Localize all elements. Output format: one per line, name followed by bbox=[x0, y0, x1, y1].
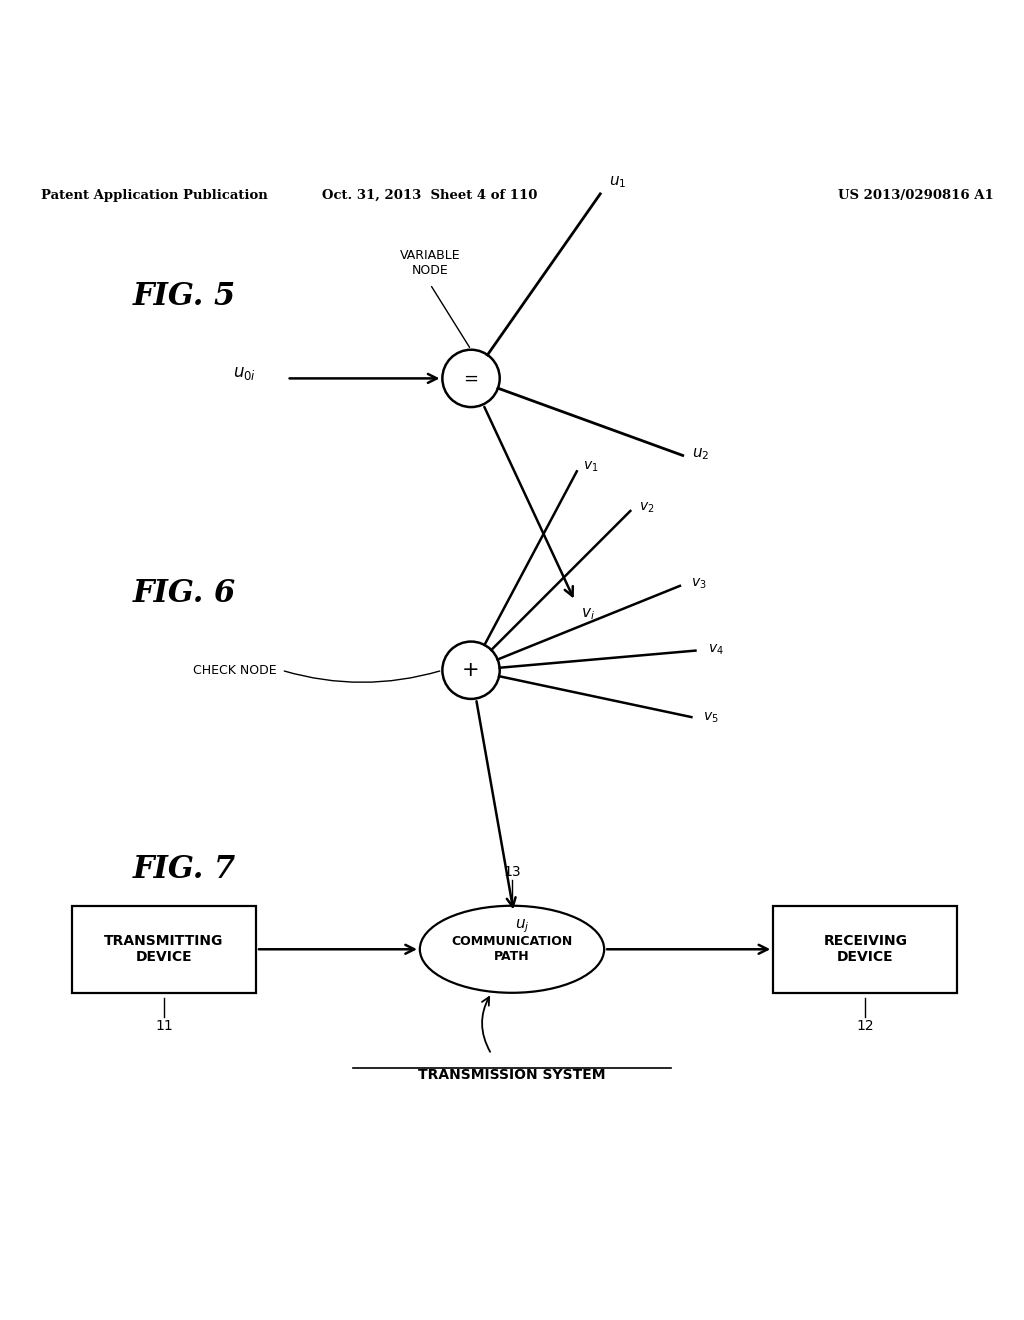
Text: $u_{0i}$: $u_{0i}$ bbox=[232, 364, 256, 383]
Text: $v_3$: $v_3$ bbox=[691, 577, 707, 591]
Text: US 2013/0290816 A1: US 2013/0290816 A1 bbox=[838, 189, 993, 202]
Text: 11: 11 bbox=[155, 1019, 173, 1034]
Text: Oct. 31, 2013  Sheet 4 of 110: Oct. 31, 2013 Sheet 4 of 110 bbox=[323, 189, 538, 202]
Text: FIG. 7: FIG. 7 bbox=[133, 854, 237, 886]
Text: CHECK NODE: CHECK NODE bbox=[193, 664, 276, 677]
Text: $v_i$: $v_i$ bbox=[582, 606, 595, 622]
Text: $u_1$: $u_1$ bbox=[609, 174, 627, 190]
Text: Patent Application Publication: Patent Application Publication bbox=[41, 189, 267, 202]
Text: 13: 13 bbox=[503, 865, 521, 879]
Text: TRANSMITTING
DEVICE: TRANSMITTING DEVICE bbox=[104, 935, 223, 965]
Text: FIG. 5: FIG. 5 bbox=[133, 281, 237, 312]
Text: VARIABLE
NODE: VARIABLE NODE bbox=[399, 249, 461, 277]
Text: =: = bbox=[464, 370, 478, 387]
Text: TRANSMISSION SYSTEM: TRANSMISSION SYSTEM bbox=[418, 1068, 606, 1081]
FancyBboxPatch shape bbox=[72, 906, 256, 993]
Text: RECEIVING
DEVICE: RECEIVING DEVICE bbox=[823, 935, 907, 965]
Text: $v_2$: $v_2$ bbox=[639, 500, 654, 515]
FancyBboxPatch shape bbox=[773, 906, 957, 993]
Text: $v_5$: $v_5$ bbox=[703, 711, 719, 726]
Text: $v_1$: $v_1$ bbox=[583, 459, 598, 474]
Text: FIG. 6: FIG. 6 bbox=[133, 578, 237, 609]
Text: 12: 12 bbox=[856, 1019, 874, 1034]
Text: $u_2$: $u_2$ bbox=[692, 446, 710, 462]
Text: $v_4$: $v_4$ bbox=[708, 643, 724, 657]
Text: +: + bbox=[462, 660, 480, 680]
Text: COMMUNICATION
PATH: COMMUNICATION PATH bbox=[452, 936, 572, 964]
Text: $u_j$: $u_j$ bbox=[515, 917, 530, 935]
